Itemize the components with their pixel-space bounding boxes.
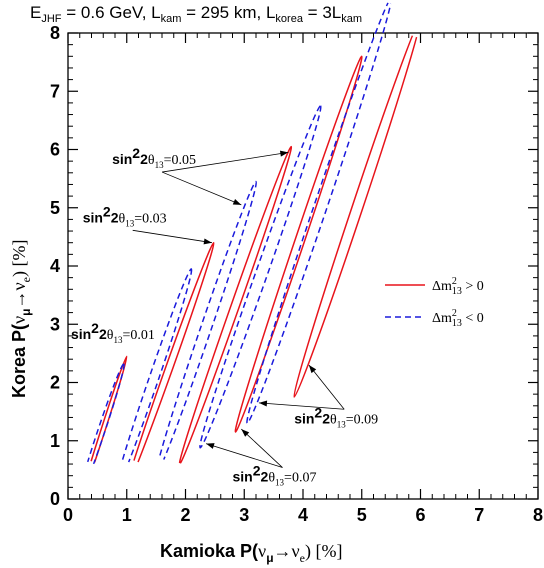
legend: Δm2 13 > 0 Δm2 13 < 0 [385,276,484,329]
series-ellipse-positive [80,355,128,484]
annotations-group: sin22θ13=0.01 sin22θ13=0.03 sin22θ13=0.05 s… [71,145,378,487]
x-tick-label: 3 [239,505,249,525]
series-ellipse-negative [246,0,393,425]
y-tick-label: 3 [50,314,60,334]
x-tick-label: 4 [298,505,308,525]
annotation-arrowhead [206,443,215,449]
x-tick-label: 1 [122,505,132,525]
y-tick-label: 8 [50,23,60,43]
chart-title: EJHF = 0.6 GeV, Lkam = 295 km, Lkorea = … [30,3,362,25]
annotation-arrowhead [258,400,268,407]
series-ellipse-negative [77,363,125,485]
annotation-arrowhead [203,238,212,245]
legend-label-negative: Δm2 13 < 0 [432,308,484,329]
annotation-arrowhead [308,365,317,374]
series-ellipse-negative [199,105,322,449]
x-tick-label: 6 [415,505,425,525]
x-tick-label: 8 [533,505,543,525]
annotation-arrowhead [241,429,250,437]
legend-label-positive: Δm2 13 > 0 [432,276,484,297]
x-tick-label: 5 [357,505,367,525]
annotation-label: sin22θ13=0.01 [71,320,155,345]
plot-frame [67,32,539,500]
annotation-arrowhead [232,199,242,205]
x-axis-label: Kamioka P(νμ→νe) [%] [160,541,342,565]
annotation-label: sin22θ13=0.05 [112,145,196,170]
annotation-arrow [205,443,283,468]
annotation-label: sin22θ13=0.09 [294,404,378,429]
annotation-arrow [162,152,289,173]
y-tick-label: 1 [50,431,60,451]
x-tick-label: 0 [63,505,73,525]
y-tick-label: 6 [50,140,60,160]
annotation-label: sin22θ13=0.03 [83,203,167,228]
y-tick-label: 7 [50,81,60,101]
y-axis-label: Korea P(νμ→νe) [%] [9,240,33,398]
annotation-arrow [308,364,345,410]
annotation-arrow [241,428,283,468]
y-tick-label: 5 [50,198,60,218]
annotation-label: sin22θ13=0.07 [233,463,317,488]
series-ellipse-positive [178,145,293,465]
annotation-arrowhead [279,150,289,157]
y-tick-label: 4 [50,256,60,276]
series-ellipse-positive [234,55,363,433]
x-tick-label: 2 [180,505,190,525]
y-tick-label: 0 [50,489,60,509]
series-ellipse-negative [113,268,193,493]
annotation-arrow [161,171,242,206]
y-tick-label: 2 [50,373,60,393]
annotation-arrow [132,229,212,244]
series-ellipse-positive [125,241,215,489]
annotation-arrow [258,402,345,410]
axis-ticks: 00 1 1 2 2 3 3 4 4 5 5 6 6 7 7 8 8 [50,23,543,525]
x-tick-label: 7 [474,505,484,525]
